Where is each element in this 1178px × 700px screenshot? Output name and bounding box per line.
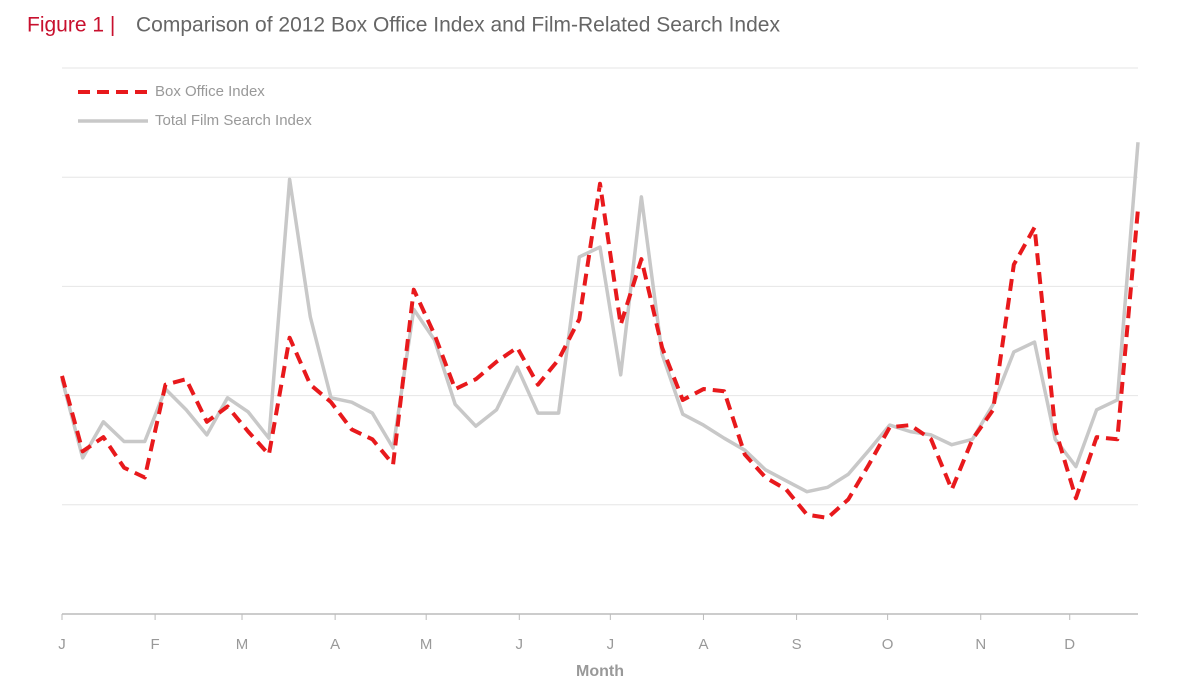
x-tick-label: A <box>698 636 708 653</box>
x-tick-label: F <box>151 636 160 653</box>
series-line <box>60 142 1140 494</box>
x-tick-label: D <box>1064 636 1075 653</box>
x-tick-label: O <box>882 636 894 653</box>
x-axis-label: Month <box>576 663 624 680</box>
legend-label: Box Office Index <box>155 83 265 100</box>
x-tick-label: J <box>516 636 524 653</box>
x-tick-label: M <box>420 636 433 653</box>
figure-label: Figure 1 | <box>27 14 115 37</box>
x-tick-label: S <box>792 636 802 653</box>
x-tick-label: J <box>58 636 66 653</box>
x-tick-label: J <box>607 636 615 653</box>
series-line <box>60 181 1140 520</box>
x-tick-label: M <box>236 636 249 653</box>
chart-title: Comparison of 2012 Box Office Index and … <box>136 14 780 37</box>
legend-label: Total Film Search Index <box>155 112 312 129</box>
x-tick-label: A <box>330 636 340 653</box>
x-tick-label: N <box>975 636 986 653</box>
